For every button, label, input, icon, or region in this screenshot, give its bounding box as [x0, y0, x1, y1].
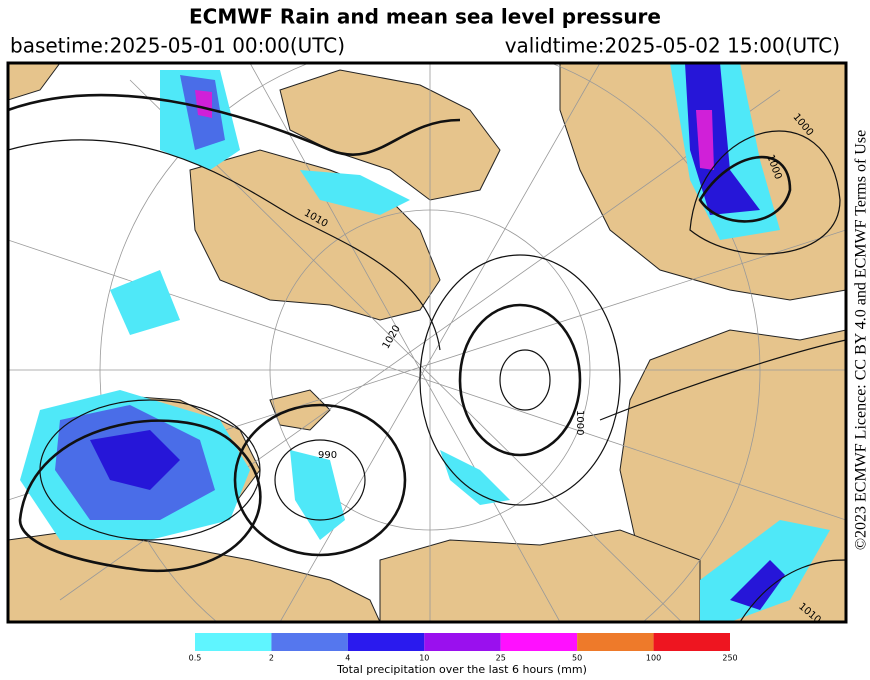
isobar	[18, 419, 262, 573]
colorbar-tick-label: 2	[269, 654, 274, 663]
isobar	[739, 559, 846, 622]
colorbar-segment	[500, 633, 578, 651]
colorbar-tick-label: 0.5	[189, 654, 202, 663]
isobar	[698, 155, 792, 223]
colorbar-segment	[577, 633, 654, 651]
colorbar-segment	[347, 633, 425, 651]
isobar	[599, 339, 846, 421]
colorbar-tick-label: 4	[345, 654, 350, 663]
isobar	[233, 403, 407, 557]
isobar	[274, 439, 366, 521]
land	[8, 63, 61, 101]
colorbar-segment	[271, 633, 348, 651]
precip	[300, 170, 410, 215]
precip	[195, 90, 212, 118]
precip	[730, 560, 785, 610]
licence: ©2023 ECMWF Licence: CC BY 4.0 and ECMWF…	[853, 130, 870, 550]
colorbar-caption: Total precipitation over the last 6 hour…	[336, 663, 587, 676]
colorbar-segment	[195, 633, 272, 651]
isobar	[8, 93, 461, 156]
colorbar-segment	[653, 633, 730, 651]
colorbar-tick-label: 100	[646, 654, 661, 663]
precip	[90, 430, 180, 490]
precip	[110, 270, 180, 335]
map: 1010 1000 1000 990 1020 1000 1010	[6, 61, 848, 626]
graticule	[99, 63, 761, 622]
basetime: basetime:2025-05-01 00:00(UTC)	[10, 34, 345, 58]
precip	[290, 450, 345, 540]
isobar-label: 990	[318, 450, 337, 461]
isobar	[419, 254, 621, 506]
isobar	[499, 349, 551, 411]
isobar	[458, 303, 582, 457]
graticule	[8, 63, 846, 622]
land	[379, 529, 701, 622]
colorbar-segment	[424, 633, 501, 651]
isobar	[689, 130, 841, 255]
isobar	[8, 139, 441, 351]
precip	[440, 450, 510, 505]
precip	[685, 63, 760, 215]
title: ECMWF Rain and mean sea level pressure	[189, 5, 661, 29]
colorbar-tick-label: 10	[419, 654, 429, 663]
validtime: validtime:2025-05-02 15:00(UTC)	[505, 34, 840, 58]
graticule	[269, 209, 591, 531]
colorbar-tick-label: 50	[572, 654, 582, 663]
colorbar: 0.5 2 4 10 25 50 100 250	[189, 633, 738, 663]
colorbar-tick-label: 250	[722, 654, 737, 663]
precip	[696, 110, 714, 170]
isobar-label: 1000	[574, 410, 585, 435]
map-frame	[6, 61, 848, 624]
colorbar-tick-label: 25	[496, 654, 506, 663]
